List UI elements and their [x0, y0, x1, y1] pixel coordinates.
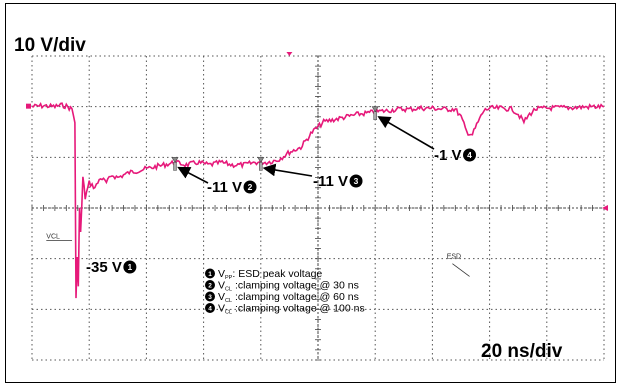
trigger-marker-top [286, 52, 293, 56]
annotation-arrow-3 [262, 163, 313, 177]
trace-label-vcl: VCL [46, 233, 60, 240]
annotation-num-4-num: 4 [467, 150, 472, 160]
annotation-arrow-4 [377, 116, 435, 150]
legend-entry-3: VCL :clamping voltage @ 60 ns [218, 291, 359, 304]
annotation-num-2 [243, 180, 257, 194]
point-marker-base-2 [173, 162, 177, 171]
legend-num-2-num: 2 [208, 282, 212, 289]
x-scale-label: 20 ns/div [481, 341, 563, 362]
legend-num-3 [205, 291, 215, 302]
trace-label-esd-line [452, 263, 470, 277]
chart-frame [5, 3, 616, 383]
annotation-label-2: -11 V [207, 179, 242, 196]
legend-num-3-num: 3 [208, 294, 212, 301]
y-scale-label: 10 V/div [14, 35, 86, 56]
scope-markers: VCL ESD [26, 52, 608, 277]
legend-entry-4: VCL :clamping voltage @ 100 ns [218, 303, 365, 316]
annotation-num-1 [123, 260, 137, 274]
annotation-arrow-2 [177, 166, 209, 184]
annotation-num-3 [349, 174, 363, 188]
trigger-marker-right [602, 205, 608, 211]
legend: 1 VPP: ESD peak voltage 2 VCL :clamping vol… [205, 268, 365, 316]
point-marker-base-4 [373, 111, 377, 120]
annotation-num-3-num: 3 [354, 176, 359, 186]
point-marker-base-3 [259, 162, 263, 171]
point-marker-3 [257, 157, 265, 163]
voltage-trace [31, 102, 605, 299]
legend-entry-2: VCL :clamping voltage @ 30 ns [218, 280, 359, 293]
annotation-label-3: -11 V [313, 173, 348, 190]
annotation-num-2-num: 2 [248, 182, 253, 192]
annotation-label-1: -35 V [86, 259, 122, 276]
trace-label-esd: ESD [447, 254, 461, 261]
point-marker-4 [371, 106, 379, 113]
point-marker-2 [171, 157, 179, 163]
legend-num-4 [205, 303, 215, 313]
annotation-label-4: -1 V [434, 147, 462, 164]
annotation-num-1-num: 1 [128, 262, 133, 272]
legend-num-1 [205, 268, 215, 279]
legend-num-2 [205, 280, 215, 290]
legend-entry-1: VPP: ESD peak voltage [218, 268, 322, 281]
legend-num-4-num: 4 [208, 305, 212, 312]
annotation-num-4 [463, 148, 477, 162]
legend-num-1-num: 1 [208, 271, 212, 278]
annotations: -35 V 1 -11 V 2 -11 V 3 -1 V 4 [86, 106, 477, 276]
channel-marker [26, 103, 31, 109]
